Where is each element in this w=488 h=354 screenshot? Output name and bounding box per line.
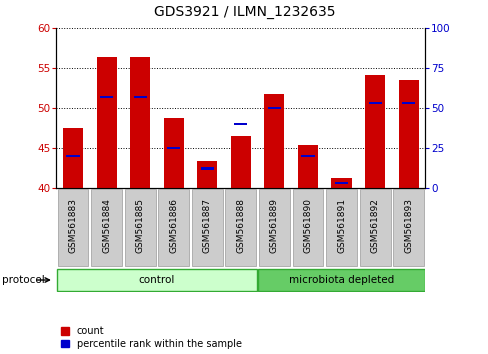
Bar	[334, 182, 347, 184]
Text: control: control	[139, 275, 175, 285]
FancyBboxPatch shape	[191, 189, 222, 267]
Text: GSM561892: GSM561892	[370, 198, 379, 253]
Bar	[398, 80, 418, 188]
Text: GSM561888: GSM561888	[236, 198, 245, 253]
Text: microbiota depleted: microbiota depleted	[288, 275, 393, 285]
Bar	[197, 161, 217, 188]
FancyBboxPatch shape	[58, 189, 88, 267]
Text: GSM561893: GSM561893	[403, 198, 412, 253]
Bar	[96, 57, 117, 188]
Text: GSM561883: GSM561883	[68, 198, 78, 253]
FancyBboxPatch shape	[359, 189, 390, 267]
Bar	[331, 178, 351, 188]
FancyBboxPatch shape	[292, 189, 323, 267]
Bar	[133, 96, 146, 98]
Text: GDS3921 / ILMN_1232635: GDS3921 / ILMN_1232635	[153, 5, 335, 19]
Bar	[230, 136, 250, 188]
Bar	[100, 96, 113, 98]
Text: GSM561885: GSM561885	[135, 198, 144, 253]
Bar	[267, 107, 281, 109]
Bar	[63, 128, 83, 188]
FancyBboxPatch shape	[392, 189, 423, 267]
Text: protocol: protocol	[2, 275, 45, 285]
Text: GSM561884: GSM561884	[102, 198, 111, 253]
Bar	[297, 145, 317, 188]
FancyBboxPatch shape	[225, 189, 256, 267]
Text: GSM561886: GSM561886	[169, 198, 178, 253]
Bar	[167, 147, 180, 149]
Text: GSM561889: GSM561889	[269, 198, 278, 253]
Bar	[66, 155, 80, 157]
Bar	[401, 102, 414, 104]
Bar	[301, 155, 314, 157]
FancyBboxPatch shape	[124, 189, 155, 267]
FancyBboxPatch shape	[258, 269, 424, 291]
FancyBboxPatch shape	[259, 189, 289, 267]
FancyBboxPatch shape	[57, 269, 256, 291]
FancyBboxPatch shape	[325, 189, 356, 267]
Bar	[130, 57, 150, 188]
Legend: count, percentile rank within the sample: count, percentile rank within the sample	[61, 326, 241, 349]
Text: GSM561891: GSM561891	[336, 198, 346, 253]
Bar	[234, 123, 247, 125]
Bar	[200, 167, 213, 170]
FancyBboxPatch shape	[158, 189, 189, 267]
Text: GSM561890: GSM561890	[303, 198, 312, 253]
Bar	[264, 94, 284, 188]
Text: GSM561887: GSM561887	[203, 198, 211, 253]
Bar	[364, 75, 385, 188]
Bar	[163, 118, 183, 188]
FancyBboxPatch shape	[91, 189, 122, 267]
Bar	[368, 102, 381, 104]
